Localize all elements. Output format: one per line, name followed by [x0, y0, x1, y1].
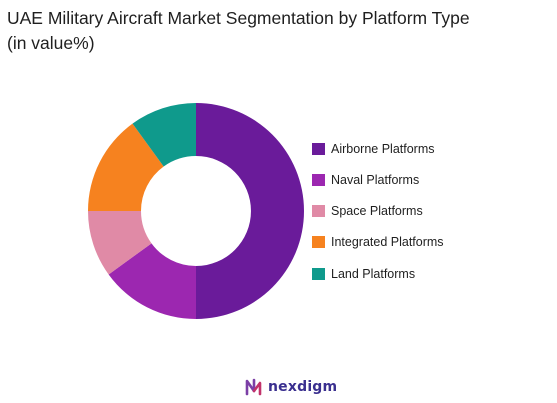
legend-label-land: Land Platforms — [331, 266, 416, 281]
logo-text: nexdigm — [268, 379, 338, 395]
nexdigm-logo-icon — [245, 378, 262, 396]
legend-swatch-naval — [312, 173, 325, 186]
legend-item-land: Land Platforms — [312, 266, 444, 281]
legend-item-naval: Naval Platforms — [312, 172, 444, 187]
chart-legend: Airborne Platforms Naval Platforms Space… — [312, 141, 444, 297]
nexdigm-logo: nexdigm — [244, 377, 337, 397]
chart-title-line-1: UAE Military Aircraft Market Segmentatio… — [7, 8, 470, 28]
donut-slice-integrated — [88, 123, 164, 211]
donut-slice-airborne — [196, 103, 304, 319]
chart-title-line-2: (in value%) — [7, 33, 95, 53]
legend-item-airborne: Airborne Platforms — [312, 141, 444, 156]
legend-swatch-airborne — [312, 142, 325, 155]
legend-label-integrated: Integrated Platforms — [331, 235, 444, 250]
legend-label-airborne: Airborne Platforms — [331, 141, 435, 156]
legend-swatch-land — [312, 267, 325, 280]
legend-swatch-space — [312, 205, 325, 218]
legend-label-naval: Naval Platforms — [331, 172, 420, 187]
donut-slice-naval — [108, 243, 196, 319]
chart-title: UAE Military Aircraft Market Segmentatio… — [7, 6, 552, 56]
legend-label-space: Space Platforms — [331, 204, 423, 219]
donut-slice-space — [88, 211, 152, 275]
legend-swatch-integrated — [312, 236, 325, 249]
donut-slice-land — [132, 103, 196, 167]
legend-item-integrated: Integrated Platforms — [312, 235, 444, 250]
legend-item-space: Space Platforms — [312, 204, 444, 219]
